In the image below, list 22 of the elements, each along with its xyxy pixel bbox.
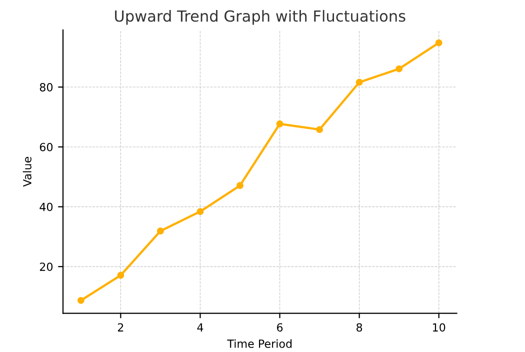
- y-tick-label: 40: [40, 202, 53, 212]
- x-axis-title: Time Period: [227, 339, 292, 348]
- y-tick-label: 80: [40, 83, 53, 92]
- x-tick-label: 8: [356, 323, 362, 332]
- x-tick-label: 4: [197, 323, 204, 332]
- y-tick-label: 20: [40, 262, 53, 271]
- point: [117, 272, 124, 279]
- point: [77, 296, 84, 304]
- chart-title: Upward Trend Graph with Fluctuations: [115, 10, 406, 25]
- point: [276, 120, 284, 128]
- point: [316, 126, 324, 134]
- y-tick-label: 60: [40, 142, 53, 152]
- point: [435, 39, 442, 46]
- point: [396, 65, 403, 72]
- x-tick-label: 6: [277, 323, 283, 332]
- x-tick-label: 2: [118, 323, 124, 332]
- point: [236, 182, 244, 189]
- y-axis-title: Value: [22, 156, 32, 187]
- point: [156, 228, 164, 234]
- x-tick-label: 10: [433, 323, 446, 332]
- point: [196, 208, 204, 216]
- point: [356, 78, 363, 86]
